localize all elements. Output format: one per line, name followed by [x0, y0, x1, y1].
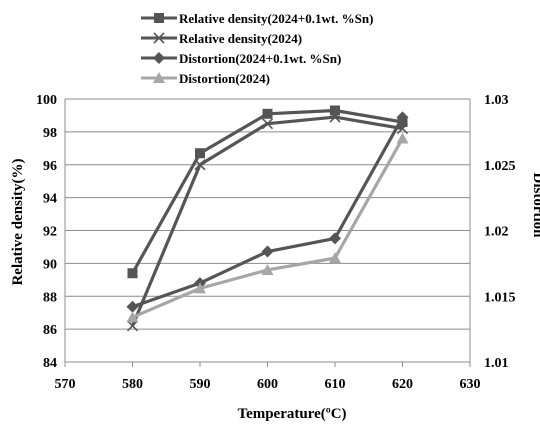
y-tick-label: 98 — [43, 126, 57, 141]
series-group — [126, 105, 409, 332]
x-tick-label: 630 — [460, 377, 481, 392]
y2-tick-label: 1.02 — [484, 225, 509, 240]
y-tick-label: 88 — [43, 290, 57, 305]
series-line-2 — [131, 115, 403, 327]
x-tick-label: 610 — [325, 377, 346, 392]
marker-triangle — [126, 311, 139, 323]
marker-x — [261, 118, 274, 130]
marker-x — [126, 320, 139, 332]
y-axis-title: Relative density(%) — [10, 158, 26, 285]
marker-diamond — [126, 300, 139, 313]
legend-label: Distortion(2024+0.1wt. %Sn) — [179, 51, 341, 66]
x-tick-label: 570 — [55, 377, 76, 392]
legend: Relative density(2024+0.1wt. %Sn) Relativ… — [141, 11, 373, 86]
x-tick-label: 580 — [122, 377, 143, 392]
marker-triangle — [329, 252, 341, 264]
y2-tick-label: 1.015 — [484, 290, 516, 305]
legend-label: Distortion(2024) — [179, 71, 270, 86]
marker-x — [329, 111, 341, 123]
marker-x — [194, 159, 206, 171]
y-tick-label: 90 — [43, 257, 57, 272]
y-tick-label: 84 — [43, 356, 57, 371]
marker-square — [127, 268, 138, 279]
x-tick-label: 590 — [190, 377, 211, 392]
y-tick-label: 92 — [43, 225, 57, 240]
marker-x — [153, 32, 165, 44]
marker-square — [262, 108, 273, 119]
marker-triangle — [396, 132, 409, 144]
marker-triangle — [194, 282, 206, 294]
y2-tick-label: 1.01 — [484, 356, 509, 371]
x-tick-label: 600 — [257, 377, 278, 392]
marker-diamond — [153, 52, 165, 64]
legend-label: Relative density(2024) — [179, 31, 302, 46]
y-tick-label: 86 — [43, 323, 57, 338]
tick-labels: 84 86 88 90 92 94 96 98 100 1.01 1.015 1.02 1.025 1.0… — [36, 93, 516, 392]
marker-triangle — [153, 72, 165, 83]
y-tick-label: 94 — [43, 192, 57, 207]
y-tick-label: 100 — [36, 93, 57, 108]
marker-diamond — [396, 111, 409, 124]
legend-label: Relative density(2024+0.1wt. %Sn) — [179, 11, 373, 26]
x-tick-label: 620 — [392, 377, 413, 392]
marker-square — [330, 105, 340, 116]
y2-tick-label: 1.03 — [484, 93, 509, 108]
marker-square — [195, 148, 205, 159]
marker-square — [154, 13, 164, 23]
marker-diamond — [329, 232, 341, 245]
gridlines — [65, 98, 470, 363]
marker-triangle — [261, 263, 274, 275]
axes — [64, 99, 471, 367]
marker-diamond — [261, 245, 274, 258]
y2-tick-label: 1.025 — [484, 159, 516, 174]
y-tick-label: 96 — [43, 159, 57, 174]
y2-axis-title: Distortion — [530, 173, 540, 239]
x-axis-title: Temperature(ºC) — [237, 406, 346, 422]
